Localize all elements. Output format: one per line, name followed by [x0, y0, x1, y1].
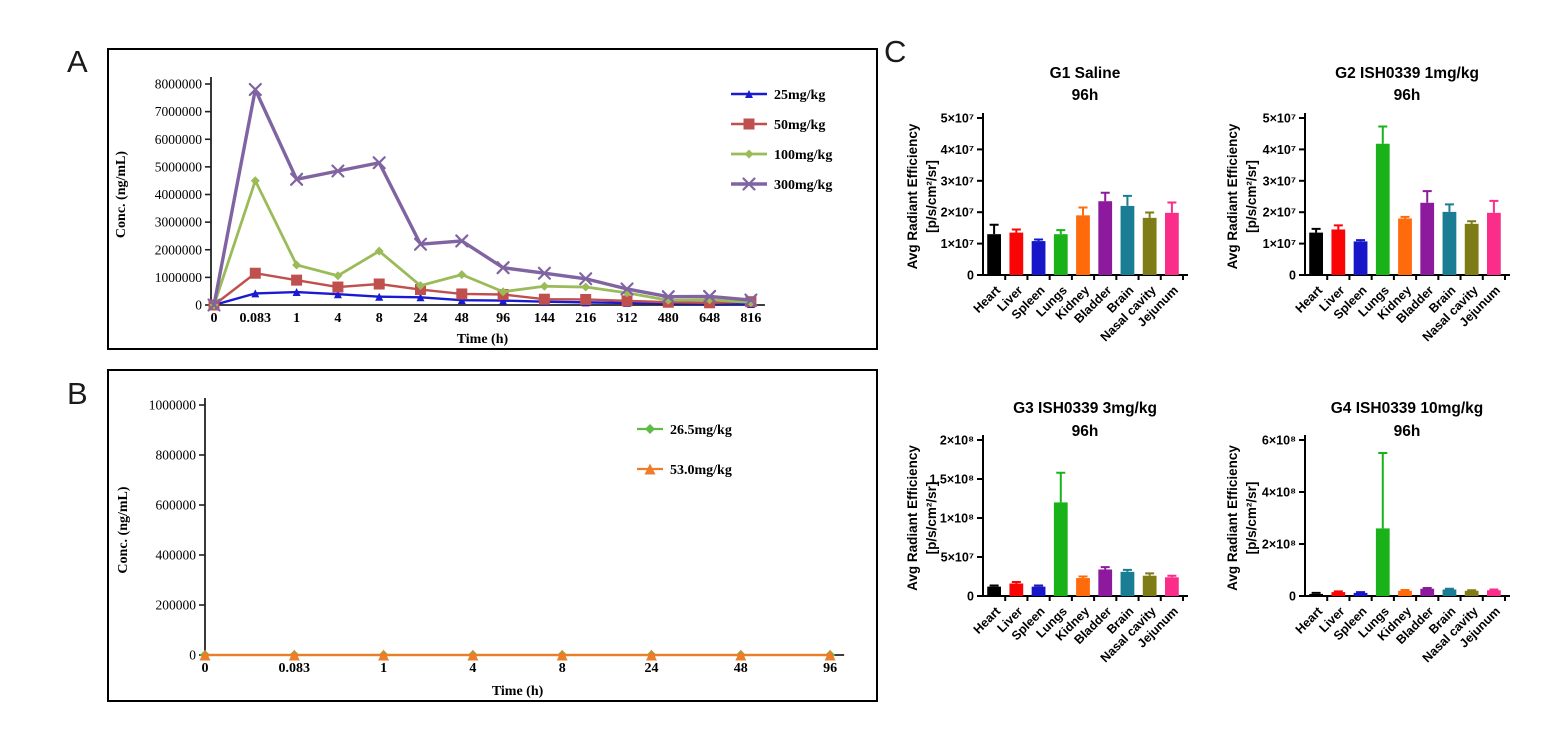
- svg-text:Avg Radiant Efficiency: Avg Radiant Efficiency: [905, 123, 920, 269]
- biodistribution-chart-g4-10mgkg: G4 ISH0339 10mg/kg 96h Avg Radiant Efficie…: [1225, 400, 1510, 665]
- svg-text:96h: 96h: [1072, 87, 1099, 104]
- svg-text:0: 0: [202, 661, 209, 676]
- svg-text:2×10⁷: 2×10⁷: [1263, 206, 1296, 220]
- panel-b-pk-line-chart: 0 200000 400000 600000 800000 1000000 0 0.083 1 4…: [107, 369, 878, 702]
- svg-text:3000000: 3000000: [155, 215, 203, 230]
- panel-c-label: C: [884, 34, 907, 69]
- svg-text:3×10⁷: 3×10⁷: [941, 174, 974, 188]
- svg-text:5×10⁷: 5×10⁷: [941, 551, 974, 565]
- svg-text:48: 48: [734, 661, 748, 676]
- svg-text:1: 1: [380, 661, 387, 676]
- svg-text:24: 24: [645, 661, 659, 676]
- svg-text:6×10⁸: 6×10⁸: [1262, 434, 1296, 448]
- svg-text:100mg/kg: 100mg/kg: [774, 148, 832, 163]
- svg-text:0: 0: [1289, 590, 1296, 604]
- svg-text:96h: 96h: [1394, 87, 1421, 104]
- svg-text:4: 4: [469, 661, 476, 676]
- svg-text:2×10⁷: 2×10⁷: [941, 206, 974, 220]
- svg-text:648: 648: [699, 311, 720, 326]
- svg-text:144: 144: [534, 311, 555, 326]
- svg-text:[p/s/cm²/sr]: [p/s/cm²/sr]: [924, 160, 939, 233]
- biodistribution-chart-g3-3mgkg: G3 ISH0339 3mg/kg 96h Avg Radiant Efficien…: [905, 400, 1188, 665]
- biodistribution-chart-g1-saline: G1 Saline 96h Avg Radiant Efficiency [p/s/c…: [905, 65, 1188, 344]
- svg-text:96: 96: [496, 311, 510, 326]
- svg-text:600000: 600000: [156, 498, 197, 513]
- svg-text:1000000: 1000000: [155, 270, 203, 285]
- svg-text:G2 ISH0339 1mg/kg: G2 ISH0339 1mg/kg: [1335, 65, 1479, 82]
- biodistribution-chart-g2-1mgkg: G2 ISH0339 1mg/kg 96h Avg Radiant Efficien…: [1225, 65, 1510, 344]
- panel-b-chart-svg: 0 200000 400000 600000 800000 1000000 0 0.083 1 4…: [116, 398, 845, 699]
- svg-text:0: 0: [189, 648, 196, 663]
- svg-text:300mg/kg: 300mg/kg: [774, 178, 832, 193]
- svg-text:1×10⁷: 1×10⁷: [1263, 237, 1296, 251]
- svg-text:1×10⁸: 1×10⁸: [940, 512, 974, 526]
- panel-a-label: A: [67, 44, 88, 79]
- svg-text:50mg/kg: 50mg/kg: [774, 118, 825, 133]
- svg-text:4×10⁷: 4×10⁷: [941, 143, 974, 157]
- svg-text:816: 816: [740, 311, 761, 326]
- svg-text:Avg Radiant Efficiency: Avg Radiant Efficiency: [905, 445, 920, 591]
- svg-text:1×10⁷: 1×10⁷: [941, 237, 974, 251]
- svg-text:0: 0: [211, 311, 218, 326]
- svg-text:[p/s/cm²/sr]: [p/s/cm²/sr]: [1244, 482, 1259, 555]
- svg-text:400000: 400000: [156, 548, 197, 563]
- svg-text:480: 480: [658, 311, 679, 326]
- svg-text:1: 1: [293, 311, 300, 326]
- svg-text:0: 0: [967, 269, 974, 283]
- svg-text:96h: 96h: [1394, 423, 1421, 440]
- svg-text:2×10⁸: 2×10⁸: [940, 434, 974, 448]
- svg-text:5×10⁷: 5×10⁷: [941, 112, 974, 126]
- svg-text:312: 312: [617, 311, 638, 326]
- svg-text:200000: 200000: [156, 598, 197, 613]
- svg-text:Avg Radiant Efficiency: Avg Radiant Efficiency: [1225, 445, 1240, 591]
- svg-text:2000000: 2000000: [155, 242, 203, 257]
- svg-text:Conc. (ng/mL): Conc. (ng/mL): [114, 151, 129, 238]
- svg-text:96h: 96h: [1072, 423, 1099, 440]
- panel-b-label: B: [67, 376, 88, 411]
- svg-text:1.5×10⁸: 1.5×10⁸: [930, 473, 975, 487]
- svg-text:6000000: 6000000: [155, 132, 203, 147]
- svg-text:8: 8: [376, 311, 383, 326]
- svg-text:25mg/kg: 25mg/kg: [774, 88, 825, 103]
- svg-text:0.083: 0.083: [240, 311, 271, 326]
- svg-text:G4 ISH0339 10mg/kg: G4 ISH0339 10mg/kg: [1331, 400, 1484, 417]
- svg-text:0: 0: [195, 298, 202, 313]
- svg-text:7000000: 7000000: [155, 104, 203, 119]
- svg-text:3×10⁷: 3×10⁷: [1263, 174, 1296, 188]
- svg-text:5×10⁷: 5×10⁷: [1263, 112, 1296, 126]
- svg-text:5000000: 5000000: [155, 159, 203, 174]
- svg-text:4: 4: [334, 311, 341, 326]
- svg-text:0: 0: [1289, 269, 1296, 283]
- svg-text:8: 8: [559, 661, 566, 676]
- svg-text:0.083: 0.083: [279, 661, 311, 676]
- svg-text:4×10⁸: 4×10⁸: [1262, 486, 1296, 500]
- svg-text:8000000: 8000000: [155, 77, 203, 92]
- svg-text:Conc. (ng/mL): Conc. (ng/mL): [116, 486, 131, 573]
- svg-text:G1 Saline: G1 Saline: [1050, 65, 1121, 82]
- panel-a-pk-line-chart: 0 1000000 2000000 3000000 4000000 5000000 6000…: [107, 48, 878, 350]
- svg-text:800000: 800000: [156, 448, 197, 463]
- panel-a-chart-svg: 0 1000000 2000000 3000000 4000000 5000000 6000…: [114, 77, 832, 348]
- svg-text:216: 216: [575, 311, 596, 326]
- svg-text:[p/s/cm²/sr]: [p/s/cm²/sr]: [924, 482, 939, 555]
- svg-text:0: 0: [967, 590, 974, 604]
- svg-text:26.5mg/kg: 26.5mg/kg: [670, 423, 732, 438]
- svg-text:[p/s/cm²/sr]: [p/s/cm²/sr]: [1244, 160, 1259, 233]
- svg-text:1000000: 1000000: [149, 398, 197, 413]
- svg-text:96: 96: [823, 661, 837, 676]
- svg-text:53.0mg/kg: 53.0mg/kg: [670, 463, 732, 478]
- svg-text:Time (h): Time (h): [457, 332, 509, 347]
- svg-text:Time (h): Time (h): [492, 684, 544, 699]
- svg-text:4×10⁷: 4×10⁷: [1263, 143, 1296, 157]
- svg-text:2×10⁸: 2×10⁸: [1262, 538, 1296, 552]
- svg-text:4000000: 4000000: [155, 187, 203, 202]
- svg-text:Avg Radiant Efficiency: Avg Radiant Efficiency: [1225, 123, 1240, 269]
- svg-text:48: 48: [455, 311, 469, 326]
- svg-text:G3 ISH0339 3mg/kg: G3 ISH0339 3mg/kg: [1013, 400, 1157, 417]
- svg-text:24: 24: [414, 311, 428, 326]
